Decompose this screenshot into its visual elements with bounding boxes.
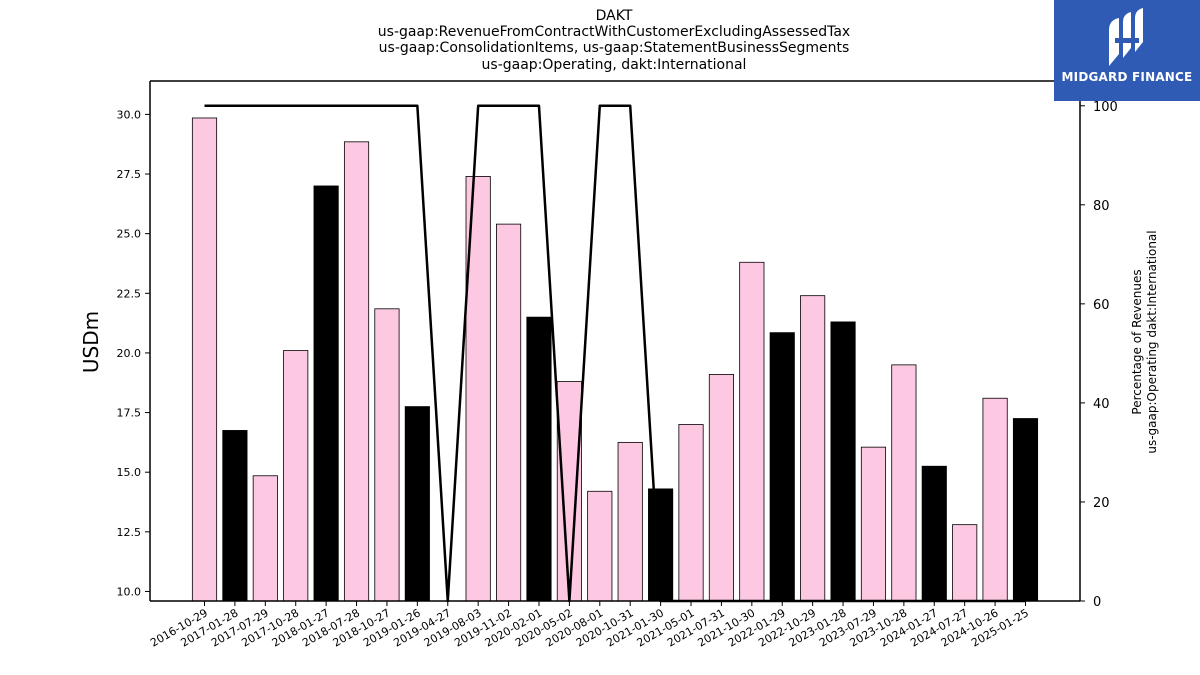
midgard-finance-logo: MIDGARD FINANCE: [1054, 0, 1200, 101]
bar-2023-01-28: [830, 321, 856, 602]
bar-2025-01-25: [1012, 418, 1039, 602]
y2-tick-label: 80: [1093, 199, 1110, 214]
title-line-4: us-gaap:Operating, dakt:International: [482, 57, 747, 73]
bar-2016-10-29: [191, 117, 218, 602]
chart-title: DAKT us-gaap:RevenueFromContractWithCust…: [378, 8, 850, 73]
y-tick-label: 27.5: [117, 168, 142, 181]
y-tick-label: 17.5: [117, 407, 142, 420]
y-axis-ticks: 10.0 12.5 15.0 17.5 20.0 22.5 25.0 27.5 30.0: [117, 108, 150, 598]
y-tick-label: 20.0: [117, 347, 142, 360]
bar-2021-07-31: [708, 373, 734, 602]
y-tick-label: 12.5: [117, 526, 142, 539]
bar-2019-01-26: [404, 406, 430, 602]
bar-2020-05-02: [556, 381, 582, 602]
midgard-logo-icon: [1109, 8, 1143, 66]
title-line-2: us-gaap:RevenueFromContractWithCustomerE…: [378, 24, 850, 40]
bar-2021-05-01: [678, 424, 704, 602]
logo-text: MIDGARD FINANCE: [1061, 70, 1193, 84]
bar-2019-11-02: [496, 223, 522, 602]
bar-2017-10-28: [283, 350, 309, 602]
bar-2022-10-29: [800, 295, 826, 602]
y2-tick-label: 0: [1093, 595, 1101, 610]
bar-2023-10-28: [891, 364, 917, 602]
bar-2017-07-29: [252, 475, 278, 602]
title-line-1: DAKT: [596, 8, 633, 24]
bar-2020-08-01: [587, 490, 613, 602]
bar-2023-07-29: [860, 446, 887, 602]
x-axis-ticks: 2016-10-292017-01-282017-07-292017-10-28…: [148, 601, 1031, 650]
y2-tick-label: 20: [1093, 496, 1110, 511]
y-tick-label: 25.0: [117, 228, 142, 241]
bar-2020-10-31: [617, 441, 643, 602]
bar-2017-01-28: [222, 430, 248, 602]
axes: [149, 80, 1081, 602]
y-tick-label: 22.5: [117, 287, 142, 300]
y2-axis-label-line-1: Percentage of Revenues: [1130, 269, 1144, 414]
bar-2018-01-27: [313, 185, 339, 602]
y-axis-label: USDm: [79, 311, 103, 373]
bar-series: [191, 117, 1039, 602]
y2-tick-label: 60: [1093, 298, 1110, 313]
y2-axis-label-line-2: us-gaap:Operating dakt:International: [1145, 230, 1159, 453]
bar-2018-07-28: [343, 141, 370, 602]
y-tick-label: 15.0: [117, 466, 142, 479]
y-tick-label: 30.0: [117, 108, 142, 121]
bar-2022-01-29: [769, 332, 795, 602]
y2-tick-label: 100: [1093, 100, 1118, 115]
y2-axis-ticks: 0 20 40 60 80 100: [1080, 100, 1118, 610]
bar-2020-02-01: [526, 316, 552, 602]
y-tick-label: 10.0: [117, 585, 142, 598]
bar-2024-10-26: [982, 397, 1008, 602]
bar-2024-01-27: [921, 465, 947, 602]
y2-tick-label: 40: [1093, 397, 1110, 412]
title-line-3: us-gaap:ConsolidationItems, us-gaap:Stat…: [379, 40, 850, 56]
bar-2024-07-27: [952, 524, 978, 602]
bar-2018-10-27: [374, 308, 400, 602]
bar-2021-10-30: [739, 261, 765, 602]
